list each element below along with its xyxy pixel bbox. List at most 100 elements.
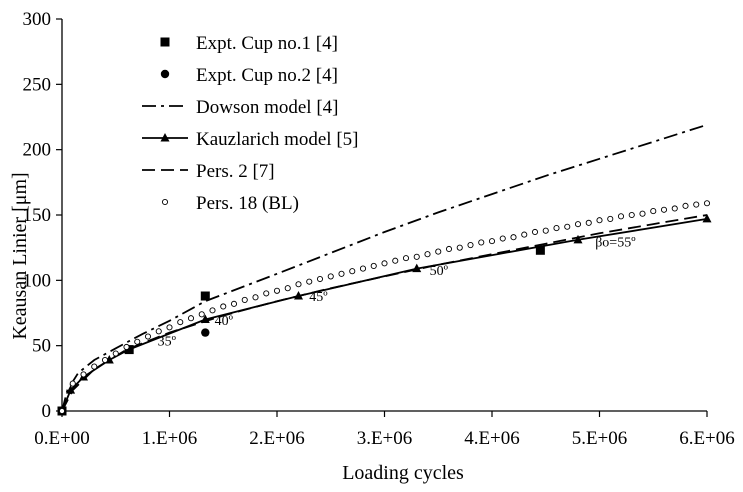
pers18-point [607,215,614,222]
pers18-point [101,356,109,364]
pers18-point [69,380,76,387]
x-tick-label: 2.E+06 [249,428,305,449]
pers18-point [424,251,431,258]
pers18-point [284,285,291,292]
legend-label: Pers. 18 (BL) [196,193,299,214]
angle-annotation: 40º [215,314,234,329]
pers18-point [80,371,87,378]
pers18-point [198,311,205,318]
pers18-point [91,363,98,370]
pers18-point [445,245,453,253]
pers18-point [510,234,517,241]
pers18-point [639,210,646,217]
pers18-point [671,205,678,212]
pers18-point [488,238,496,245]
pers18-point [220,303,227,310]
pers18-point [617,213,625,220]
pers18-point [155,328,162,335]
pers18-point [553,225,560,232]
pers18-point [144,333,152,340]
legend-label: Dowson model [4] [196,97,338,118]
pers18-point [682,202,689,209]
legend-dot-symbol [160,69,170,79]
kauzlarich-triangle-point [573,234,583,244]
pers18-point [252,294,259,301]
x-tick-label: 3.E+06 [357,428,413,449]
y-axis-label: Keausan Linier [μm] [9,172,31,339]
y-tick-label: 50 [32,336,51,357]
x-tick-label: 6.E+06 [679,428,735,449]
pers18-point [316,275,324,283]
x-tick-label: 0.E+00 [34,428,90,449]
pers18-point [263,290,270,297]
pers18-point [241,296,248,303]
pers18-point [187,315,195,322]
x-tick-label: 1.E+06 [142,428,198,449]
angle-annotation: βo=55º [595,235,636,250]
pers18-point [531,228,539,236]
axes: 0 50 100 150 200 250 300 0.E+00 1.E+06 2.E+06 3.E+… [23,9,735,449]
legend-open-circle-symbol [161,198,169,206]
pers18-point [58,407,66,415]
pers18-point [585,219,592,226]
pers18-point [521,231,528,238]
legend-label: Kauzlarich model [5] [196,129,358,150]
pers18-point [327,273,334,280]
dowson-model-line [61,123,708,412]
pers18-point [650,208,657,215]
legend-label: Pers. 2 [7] [196,161,275,182]
expt-cup1-point [200,291,210,301]
pers18-point [542,227,549,234]
y-tick-label: 300 [23,9,52,30]
pers18-point [349,268,356,275]
legend: Expt. Cup no.1 [4] Expt. Cup no.2 [4] Dows… [142,33,358,214]
y-tick-label: 0 [42,401,52,422]
x-tick-label: 4.E+06 [464,428,520,449]
angle-annotation: 50º [430,264,449,279]
pers18-point [413,253,420,260]
legend-label: Expt. Cup no.2 [4] [196,65,338,86]
pers18-point [456,244,463,251]
y-tick-label: 100 [23,270,52,291]
pers18-point [306,278,313,285]
pers18-point [273,287,281,294]
pers18-point [209,307,216,314]
pers18-point [660,206,668,213]
pers18-point [478,239,485,246]
pers18-point [499,235,506,242]
pers18-point [392,257,399,264]
legend-square-symbol [160,37,170,47]
x-tick-label: 5.E+06 [572,428,628,449]
pers18-point [381,260,388,267]
x-axis-label: Loading cycles [342,462,464,484]
pers18-point [693,201,700,208]
pers18-point [295,281,302,288]
pers18-point [177,319,184,326]
y-tick-label: 200 [23,140,52,161]
kauzlarich-triangle-point [702,213,712,223]
pers18-point [564,223,571,230]
pers18-point [338,270,345,277]
pers18-point [574,221,582,228]
pers18-point [467,242,474,249]
angle-annotation: 35º [158,335,177,350]
pers18-point [112,350,119,357]
legend-triangle-symbol [160,133,170,142]
pers18-point [703,200,711,207]
angle-annotation: 45º [309,290,328,305]
pers18-point [123,343,130,351]
y-tick-label: 250 [23,74,52,95]
pers18-point [359,265,367,272]
pers18-point [134,338,141,345]
pers18-point [435,248,442,255]
pers18-point [370,262,377,270]
series-layer [57,123,712,416]
expt-cup2-point [201,328,210,337]
legend-label: Expt. Cup no.1 [4] [196,33,338,54]
pers18-point [166,324,173,331]
pers18-point [230,300,238,307]
pers18-point [402,255,410,262]
pers18-point [628,211,635,219]
y-tick-label: 150 [23,205,52,226]
